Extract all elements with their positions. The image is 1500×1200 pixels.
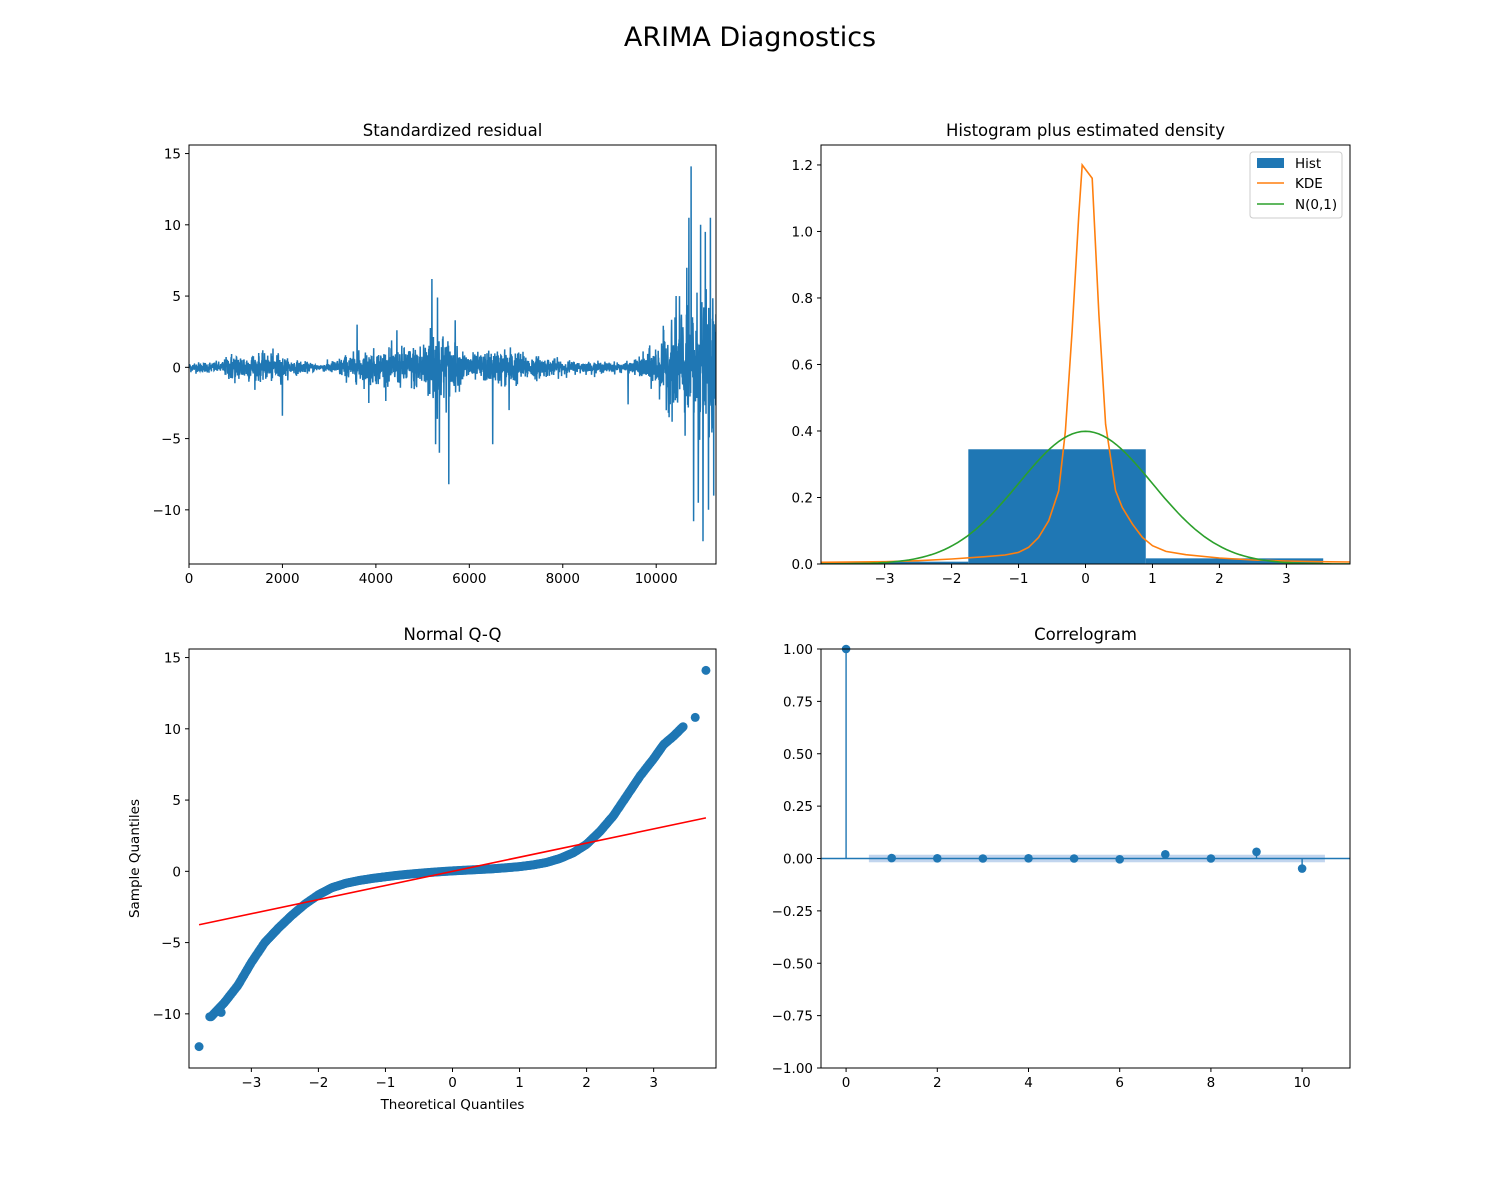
x-tick-label: 2 <box>582 1075 591 1091</box>
correlogram-panel: Correlogram 0 2 4 6 8 10 1.00 0.75 0.50 0.25 0.00 −0… <box>772 625 1351 1091</box>
hist-bar <box>821 561 969 564</box>
y-tick-label: 0.50 <box>783 747 813 763</box>
y-tick-label: 5 <box>172 793 181 809</box>
legend-hist-label: Hist <box>1295 156 1321 172</box>
y-tick-label: 10 <box>164 218 181 234</box>
legend-frame <box>1249 151 1343 219</box>
hist-bar <box>1145 558 1324 564</box>
x-tick-label: −1 <box>1009 571 1029 587</box>
qq-point <box>216 1007 226 1017</box>
acf-point <box>978 854 988 863</box>
x-tick-label: 0 <box>1081 571 1090 587</box>
y-tick-label: 0.6 <box>792 357 813 373</box>
legend-kde-label: KDE <box>1295 176 1323 192</box>
residual-frame <box>188 144 717 565</box>
y-tick-label: 0.00 <box>783 852 813 868</box>
qq-point <box>194 1042 204 1052</box>
kde-line <box>821 162 1350 564</box>
correlogram-title: Correlogram <box>1034 625 1137 644</box>
x-tick-label: 8 <box>1207 1075 1216 1091</box>
histogram-title: Histogram plus estimated density <box>946 121 1225 140</box>
acf-point <box>1252 847 1261 857</box>
qq-title: Normal Q-Q <box>404 625 502 644</box>
acf-point <box>1297 864 1307 873</box>
residual-title: Standardized residual <box>363 121 543 140</box>
y-tick-label: 0.2 <box>792 490 813 506</box>
x-tick-label: 1 <box>1148 571 1157 587</box>
residual-line <box>189 166 716 542</box>
x-tick-label: 3 <box>1282 571 1291 587</box>
x-tick-label: 3 <box>649 1075 658 1091</box>
x-tick-label: −1 <box>375 1075 395 1091</box>
y-tick-label: −0.75 <box>772 1009 813 1025</box>
qq-point <box>690 712 700 722</box>
acf-point <box>932 853 942 863</box>
y-tick-label: 1.0 <box>792 224 813 240</box>
x-tick-label: 6 <box>1115 1075 1124 1091</box>
y-tick-label: 0.8 <box>792 291 813 307</box>
acf-point <box>1069 854 1079 863</box>
y-tick-label: 10 <box>164 722 181 738</box>
y-tick-label: 5 <box>172 289 181 305</box>
y-tick-label: 15 <box>164 651 181 667</box>
y-tick-label: −10 <box>153 1007 182 1023</box>
x-tick-label: 1 <box>515 1075 524 1091</box>
y-tick-label: −0.25 <box>772 904 813 920</box>
x-tick-label: 0 <box>448 1075 457 1091</box>
qq-ylabel: Sample Quantiles <box>127 799 143 918</box>
legend: Hist KDE N(0,1) <box>1249 151 1343 219</box>
normal-line <box>821 430 1350 564</box>
y-tick-label: −5 <box>161 936 181 952</box>
y-tick-label: 1.2 <box>792 158 813 174</box>
qq-points <box>194 665 711 1052</box>
figure-title: ARIMA Diagnostics <box>624 22 876 53</box>
qq-panel: Normal Q-Q−3 −2 −1 0 1 2 3151050−5−10Theoretic… <box>127 625 717 1113</box>
acf-point <box>887 853 896 863</box>
y-tick-label: 0 <box>172 864 181 880</box>
y-tick-label: −0.50 <box>772 956 813 972</box>
y-tick-label: 0.0 <box>792 557 813 573</box>
acf-point <box>1206 854 1216 863</box>
qq-xlabel: Theoretical Quantiles <box>380 1097 525 1113</box>
acf-point <box>1115 855 1125 864</box>
acf-point <box>1024 853 1033 863</box>
x-tick-label: 0 <box>842 1075 851 1091</box>
qq-reference-line <box>198 817 707 926</box>
x-tick-label: 6000 <box>452 571 486 587</box>
y-tick-label: 0.4 <box>792 424 813 440</box>
y-tick-label: −5 <box>161 432 181 448</box>
y-tick-label: 0 <box>172 360 181 376</box>
x-tick-label: 0 <box>185 571 194 587</box>
qq-point <box>701 665 711 675</box>
x-tick-label: 10000 <box>635 571 678 587</box>
histogram-panel: Hist KDE N(0,1) Histogram plus estimated de… <box>792 121 1351 587</box>
y-tick-label: 0.75 <box>783 694 813 710</box>
y-tick-label: 0.25 <box>783 799 813 815</box>
y-tick-label: 15 <box>164 147 181 163</box>
qq-point <box>205 1012 215 1022</box>
x-tick-label: −3 <box>875 571 895 587</box>
x-tick-label: 2 <box>933 1075 942 1091</box>
x-tick-label: 4 <box>1024 1075 1033 1091</box>
x-tick-label: 8000 <box>546 571 580 587</box>
y-tick-label: −1.00 <box>772 1061 813 1077</box>
x-tick-label: 4000 <box>359 571 393 587</box>
y-tick-label: 1.00 <box>783 642 813 658</box>
x-tick-label: 2 <box>1215 571 1224 587</box>
hist-bar <box>968 449 1146 564</box>
x-tick-label: 10 <box>1294 1075 1311 1091</box>
legend-hist-swatch <box>1257 158 1284 168</box>
x-tick-label: −2 <box>942 571 962 587</box>
y-tick-label: −10 <box>153 503 182 519</box>
x-tick-label: −2 <box>308 1075 328 1091</box>
qq-frame <box>188 648 717 1069</box>
x-tick-label: 2000 <box>265 571 299 587</box>
residual-panel: Standardized residual 0 2000 4000 6000 8000 10… <box>153 121 717 587</box>
x-tick-label: −3 <box>241 1075 261 1091</box>
acf-point <box>1161 850 1170 859</box>
legend-normal-label: N(0,1) <box>1295 197 1337 213</box>
qq-point <box>678 722 688 732</box>
